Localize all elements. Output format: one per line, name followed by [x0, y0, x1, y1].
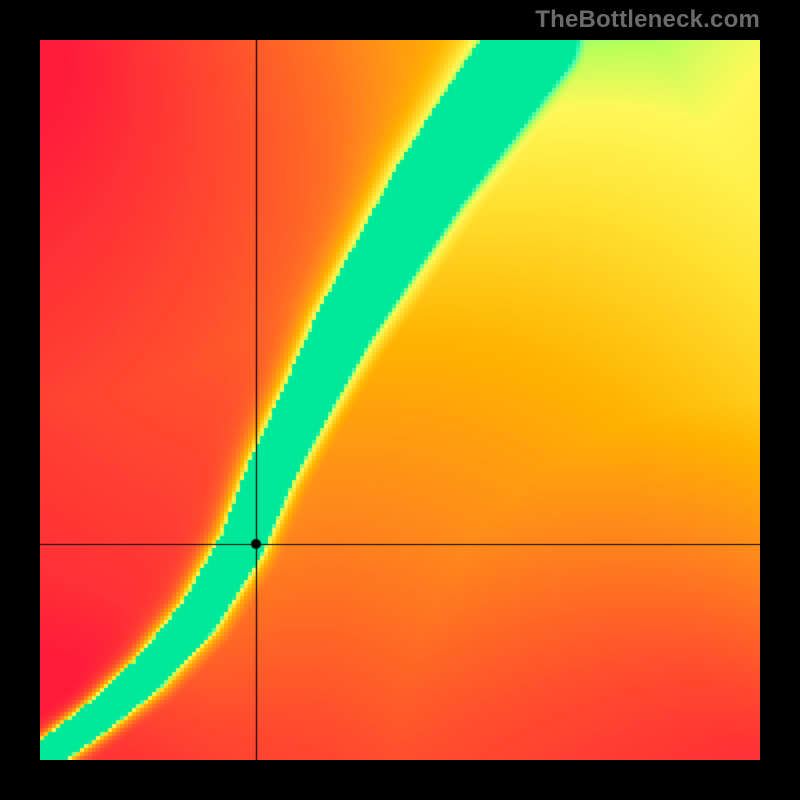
- heatmap-canvas: [40, 40, 760, 760]
- plot-area: [40, 40, 760, 760]
- chart-container: TheBottleneck.com: [0, 0, 800, 800]
- watermark-text: TheBottleneck.com: [535, 6, 760, 34]
